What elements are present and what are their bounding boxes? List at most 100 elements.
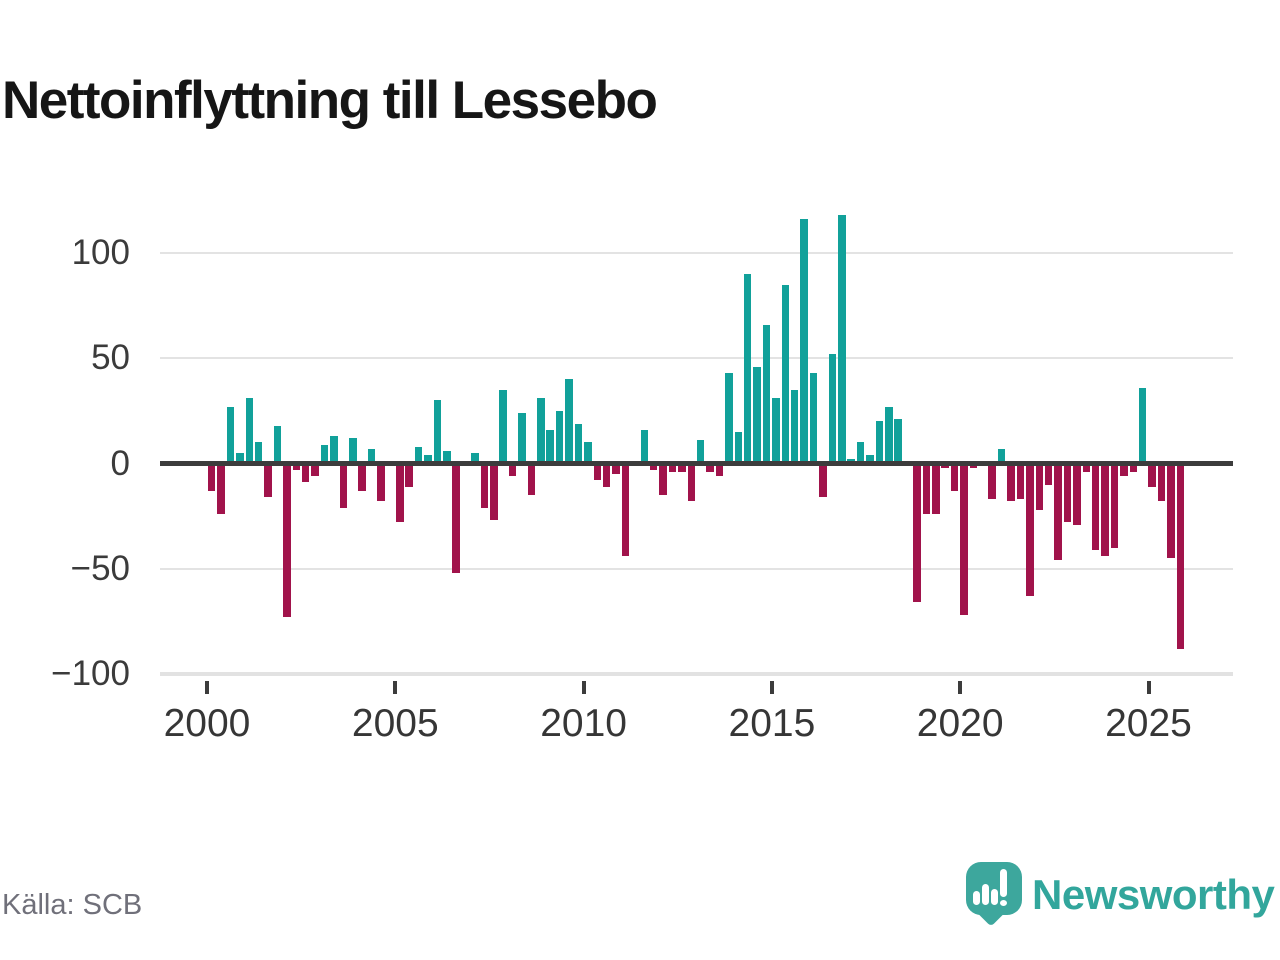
bar-2017Q4 <box>875 421 884 464</box>
bar-2020Q4 <box>988 463 996 500</box>
bar-2011Q3 <box>640 429 649 464</box>
bar-2014Q3 <box>753 366 761 464</box>
y-tick-label-0: 0 <box>110 443 130 483</box>
bar-2019Q2 <box>932 463 940 515</box>
bar-2009Q4 <box>574 423 583 464</box>
bar-2016Q2 <box>819 463 827 498</box>
bar-2021Q2 <box>1007 463 1015 502</box>
bar-2023Q4 <box>1101 463 1109 557</box>
bar-2001Q2 <box>254 442 263 464</box>
zero-axis-line <box>160 461 1233 466</box>
bar-2018Q4 <box>913 463 921 603</box>
bar-2010Q3 <box>602 463 611 487</box>
bar-2025Q3 <box>1167 463 1175 559</box>
bar-2013Q1 <box>696 440 705 464</box>
y-tick-label-50: 50 <box>91 338 130 378</box>
bar-2022Q3 <box>1054 463 1062 561</box>
bar-2002Q2 <box>292 463 301 470</box>
x-tick-mark-2010 <box>581 681 586 694</box>
bar-2004Q2 <box>367 448 376 464</box>
bar-2006Q2 <box>443 450 451 464</box>
bar-2015Q4 <box>800 219 808 464</box>
x-tick-label-2000: 2000 <box>163 702 251 745</box>
x-tick-label-2010: 2010 <box>540 702 627 745</box>
bar-2009Q2 <box>555 410 564 464</box>
bar-2021Q4 <box>1026 463 1034 597</box>
bar-2018Q2 <box>894 419 902 464</box>
bar-2000Q1 <box>207 463 216 491</box>
bar-2010Q4 <box>612 463 620 475</box>
bar-2023Q1 <box>1073 463 1081 525</box>
bar-2001Q4 <box>273 425 282 464</box>
bar-2000Q3 <box>226 406 235 464</box>
bar-2001Q3 <box>264 463 272 498</box>
bar-2004Q3 <box>377 463 385 502</box>
bar-2020Q1 <box>960 463 968 616</box>
bar-2015Q1 <box>772 398 780 464</box>
x-tick-label-2015: 2015 <box>728 702 816 745</box>
bar-2016Q4 <box>838 215 846 464</box>
bar-2008Q1 <box>508 463 517 477</box>
logo-bar-chart-icon <box>973 891 980 905</box>
logo-speech-bubble-icon <box>966 862 1022 915</box>
bar-2006Q3 <box>452 463 460 573</box>
source-caption: Källa: SCB <box>2 889 143 921</box>
bar-2000Q2 <box>217 463 225 515</box>
bar-2024Q3 <box>1129 463 1138 472</box>
bar-2019Q1 <box>922 463 931 515</box>
bar-2003Q3 <box>339 463 348 508</box>
bar-2005Q4 <box>424 455 432 464</box>
bar-2002Q1 <box>283 463 291 618</box>
bar-2010Q2 <box>593 463 601 481</box>
bar-2005Q3 <box>414 446 423 464</box>
bar-2023Q2 <box>1082 463 1091 472</box>
x-tick-mark-2020 <box>958 681 963 694</box>
bar-2016Q3 <box>828 354 837 464</box>
bar-2018Q1 <box>885 406 893 464</box>
bar-2022Q4 <box>1063 463 1072 523</box>
bar-2012Q2 <box>668 463 677 472</box>
x-tick-label-2020: 2020 <box>916 702 1004 745</box>
y-tick-label-100: 100 <box>71 233 130 272</box>
bar-2014Q2 <box>743 274 752 464</box>
gridline-100 <box>160 252 1233 254</box>
bar-2007Q2 <box>480 463 489 508</box>
bar-2019Q4 <box>950 463 959 491</box>
bar-2025Q2 <box>1157 463 1166 502</box>
bar-2017Q2 <box>856 442 865 464</box>
bar-2011Q4 <box>649 463 658 470</box>
bar-2003Q4 <box>349 438 357 464</box>
x-tick-mark-2005 <box>393 681 398 694</box>
bar-2024Q1 <box>1110 463 1119 548</box>
logo-exclamation-icon <box>1000 869 1007 897</box>
bar-2010Q1 <box>584 442 592 464</box>
bar-2007Q3 <box>490 463 498 521</box>
bar-2022Q2 <box>1044 463 1053 485</box>
gridline--50 <box>160 567 1233 570</box>
x-tick-mark-2000 <box>205 681 209 694</box>
bar-2024Q4 <box>1138 387 1147 464</box>
bar-2013Q2 <box>706 463 714 472</box>
x-tick-label-2025: 2025 <box>1105 702 1192 745</box>
bar-2015Q2 <box>781 284 790 464</box>
bar-2014Q4 <box>762 324 771 464</box>
bar-2000Q4 <box>236 452 244 464</box>
bar-2004Q1 <box>358 463 366 491</box>
y-tick-label--50: −50 <box>70 548 130 588</box>
bar-2012Q4 <box>687 463 696 502</box>
bar-2009Q1 <box>546 429 554 464</box>
gridline-50 <box>160 357 1233 360</box>
bar-2025Q4 <box>1176 463 1185 649</box>
bar-2012Q3 <box>678 463 686 472</box>
x-tick-mark-2025 <box>1146 681 1151 694</box>
bar-2003Q2 <box>330 436 338 464</box>
bar-2021Q3 <box>1016 463 1025 500</box>
bar-2005Q1 <box>396 463 404 523</box>
bar-2013Q3 <box>715 463 724 477</box>
bar-2024Q2 <box>1120 463 1128 477</box>
bar-2011Q1 <box>621 463 630 557</box>
bar-2023Q3 <box>1091 463 1100 550</box>
bar-2022Q1 <box>1035 463 1043 510</box>
bar-2013Q4 <box>725 372 733 464</box>
